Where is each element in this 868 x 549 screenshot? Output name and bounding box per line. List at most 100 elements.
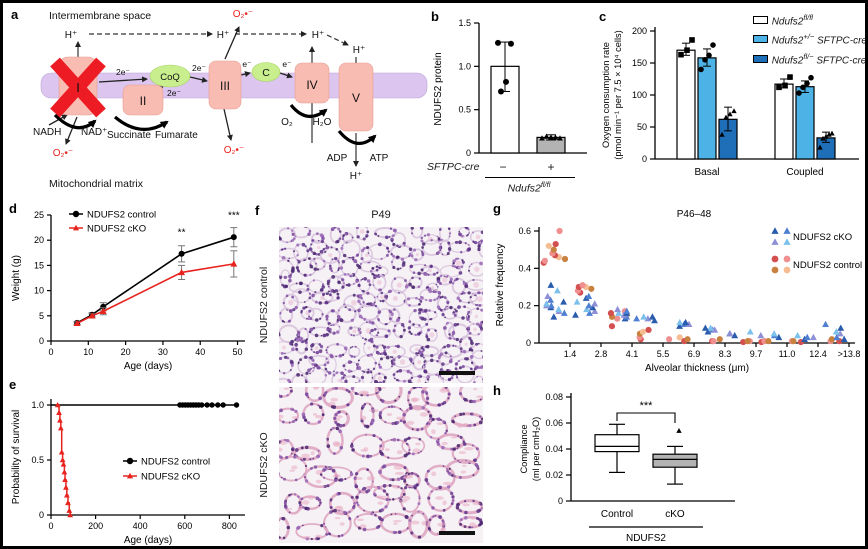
eosin-smear: [398, 499, 407, 503]
nucleus-dot: [436, 235, 439, 238]
nucleus-dot: [471, 444, 474, 447]
coq-shape: [149, 64, 191, 88]
nucleus-dot: [356, 503, 360, 507]
nucleus-dot: [352, 375, 356, 379]
nucleus-dot: [290, 269, 295, 273]
chart-text: 2.8: [595, 349, 608, 359]
nucleus-dot: [389, 478, 393, 481]
data-point-marker: [63, 492, 70, 498]
nucleus-dot: [332, 290, 336, 294]
nucleus-dot: [284, 352, 286, 355]
nucleus-dot: [424, 381, 427, 383]
nucleus-dot: [449, 355, 452, 358]
two-electron-label: 2e⁻: [167, 88, 181, 98]
nucleus-dot: [478, 323, 481, 327]
x-axis-title: Age (days): [124, 535, 172, 546]
chart-text: 1.5: [458, 18, 471, 28]
scale-bar: [439, 371, 475, 375]
chart-text: 0.2: [518, 301, 531, 311]
nucleus-dot: [451, 498, 455, 502]
nucleus-dot: [425, 333, 428, 336]
nucleus-dot: [388, 484, 392, 488]
nucleus-dot: [330, 289, 334, 293]
nucleus-dot: [366, 291, 370, 295]
nucleus-dot: [390, 513, 393, 516]
nucleus-dot: [458, 392, 463, 396]
nucleus-dot: [325, 349, 328, 352]
nucleus-dot: [420, 346, 424, 350]
chart-text: 0.5: [458, 105, 471, 115]
nucleus-dot: [367, 339, 371, 342]
nucleus-dot: [328, 330, 331, 333]
nucleus-dot: [281, 283, 284, 287]
data-point-marker: [804, 80, 810, 87]
nucleus-dot: [423, 308, 428, 313]
eosin-smear: [464, 446, 474, 451]
data-point-marker: [782, 82, 788, 89]
nucleus-dot: [300, 339, 303, 343]
nucleus-dot: [334, 227, 337, 229]
nucleus-dot: [390, 239, 394, 243]
nucleus-dot: [480, 230, 483, 234]
nucleus-dot: [310, 467, 313, 470]
nucleus-dot: [477, 517, 480, 521]
chart-text: 12.4: [809, 349, 827, 359]
eosin-smear: [392, 295, 399, 301]
eosin-smear: [333, 473, 340, 477]
nucleus-dot: [291, 448, 295, 452]
nucleus-dot: [371, 272, 374, 276]
nucleus-dot: [387, 405, 391, 409]
nucleus-dot: [340, 246, 344, 250]
nucleus-dot: [452, 311, 455, 314]
nucleus-dot: [304, 327, 307, 331]
nucleus-dot: [470, 349, 474, 352]
nucleus-dot: [326, 346, 329, 349]
nucleus-dot: [425, 396, 430, 401]
data-point-marker: [65, 499, 71, 506]
nucleus-dot: [299, 336, 303, 341]
histology-top-label: NDUFS2 control: [258, 266, 270, 344]
data-point-marker: [541, 257, 548, 264]
nucleus-dot: [342, 282, 345, 285]
alveolus-wall: [374, 387, 403, 405]
nucleus-dot: [340, 534, 344, 537]
data-point-marker: [794, 331, 802, 339]
nucleus-dot: [348, 308, 352, 312]
chart-text: 9.7: [750, 349, 763, 359]
data-point-marker: [689, 37, 695, 43]
data-point-marker: [823, 133, 829, 139]
nucleus-dot: [425, 422, 429, 426]
nucleus-dot: [325, 351, 329, 354]
eosin-smear: [415, 253, 419, 257]
nucleus-dot: [475, 365, 479, 369]
nucleus-dot: [342, 376, 345, 379]
nucleus-dot: [436, 271, 439, 274]
y-axis-title: Oxygen consumption rate: [601, 42, 611, 148]
nucleus-dot: [330, 309, 334, 313]
chart-text: 1.0: [458, 61, 471, 71]
h-plus-label: H⁺: [312, 30, 325, 41]
nucleus-dot: [472, 240, 475, 243]
nucleus-dot: [323, 485, 326, 488]
eosin-smear: [437, 522, 446, 527]
nucleus-dot: [449, 277, 453, 281]
nucleus-dot: [459, 522, 463, 526]
nucleus-dot: [295, 266, 299, 270]
nucleus-dot: [334, 414, 337, 416]
data-point-marker: [209, 402, 215, 408]
nucleus-dot: [340, 372, 344, 375]
nucleus-dot: [466, 399, 469, 402]
nucleus-dot: [342, 364, 346, 368]
nucleus-dot: [480, 328, 483, 332]
alveolus-wall: [279, 307, 294, 324]
eosin-smear: [442, 481, 453, 486]
nucleus-dot: [369, 331, 372, 334]
compliance-boxplot: 0 0.02 0.04 0.06 0.08 Control cKO *** NDUFS2 Comp…: [519, 392, 735, 544]
chart-text: 0: [466, 148, 471, 158]
panel-h: 0 0.02 0.04 0.06 0.08 Control cKO *** NDUFS2 Comp…: [489, 377, 865, 546]
data-point-marker: [731, 108, 737, 114]
nucleus-dot: [478, 415, 482, 418]
nucleus-dot: [305, 371, 309, 375]
eosin-smear: [396, 416, 404, 420]
